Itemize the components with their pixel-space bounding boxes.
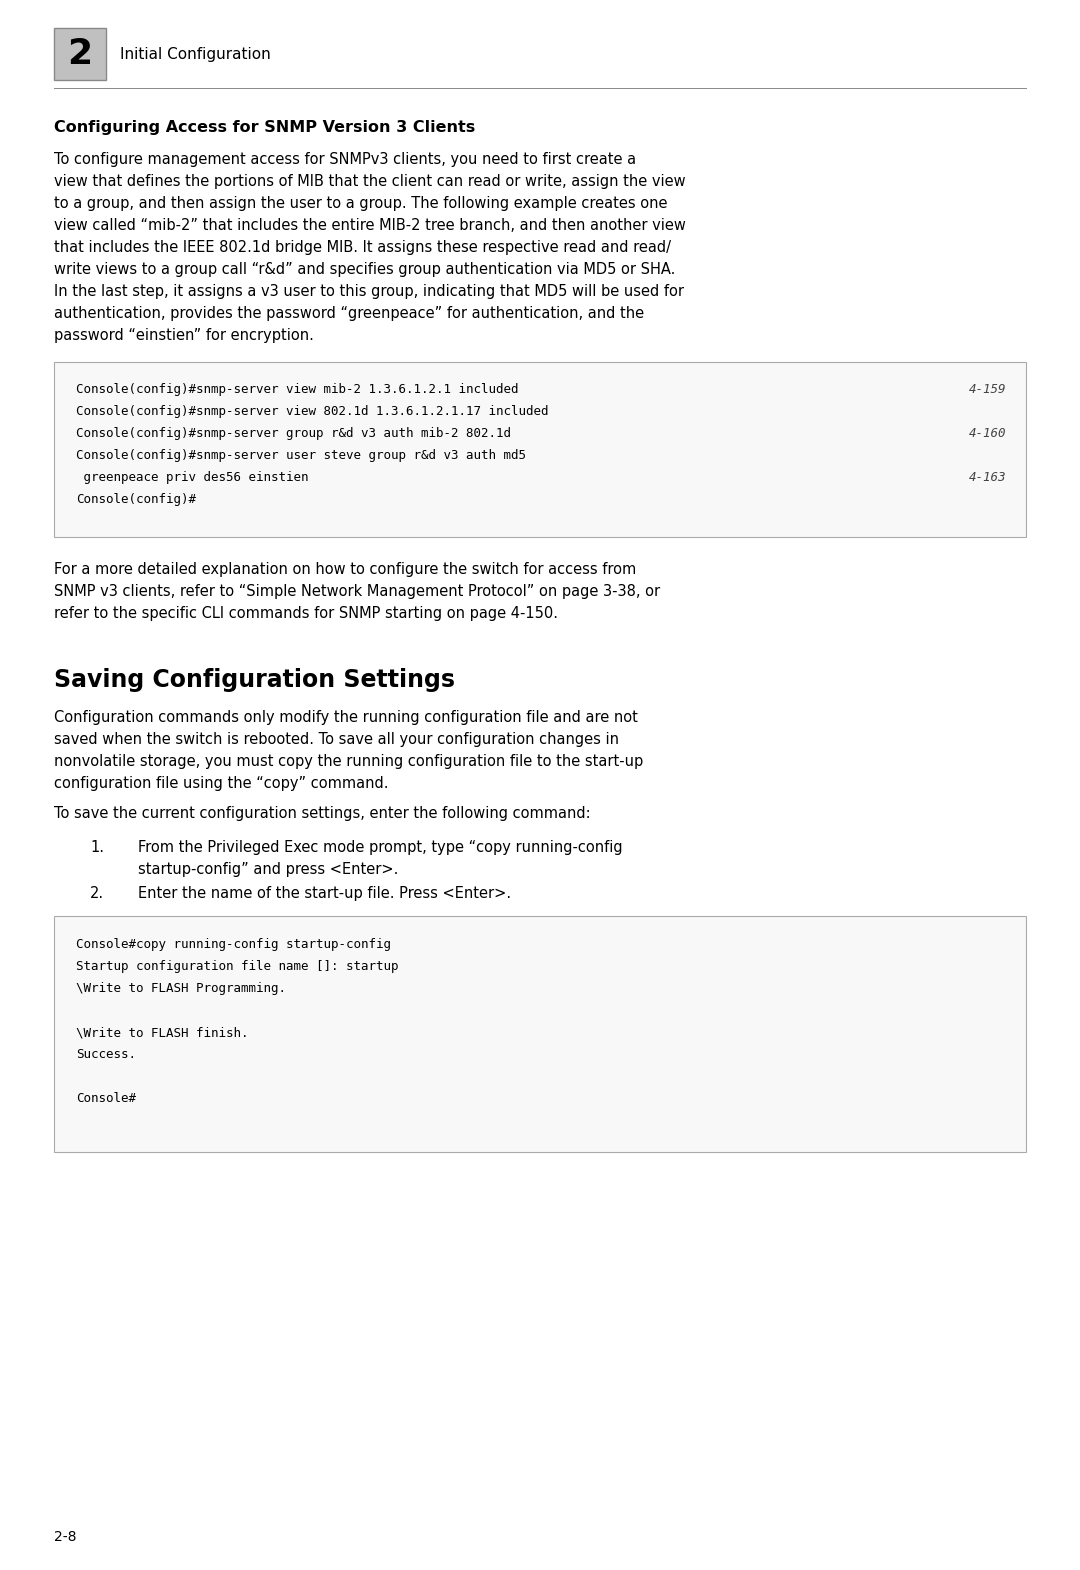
Text: saved when the switch is rebooted. To save all your configuration changes in: saved when the switch is rebooted. To sa… bbox=[54, 732, 619, 747]
Text: Console(config)#snmp-server user steve group r&d v3 auth md5: Console(config)#snmp-server user steve g… bbox=[76, 449, 526, 462]
Text: Success.: Success. bbox=[76, 1049, 136, 1061]
Text: From the Privileged Exec mode prompt, type “copy running-config: From the Privileged Exec mode prompt, ty… bbox=[138, 840, 623, 856]
Text: Console#: Console# bbox=[76, 1093, 136, 1105]
Text: 1.: 1. bbox=[90, 840, 104, 856]
Text: To configure management access for SNMPv3 clients, you need to first create a: To configure management access for SNMPv… bbox=[54, 152, 636, 166]
Text: \Write to FLASH Programming.: \Write to FLASH Programming. bbox=[76, 981, 286, 995]
Text: startup-config” and press <Enter>.: startup-config” and press <Enter>. bbox=[138, 862, 399, 878]
Text: 4-159: 4-159 bbox=[969, 383, 1005, 396]
Bar bbox=[54, 363, 1026, 537]
Text: 2.: 2. bbox=[90, 885, 104, 901]
Text: To save the current configuration settings, enter the following command:: To save the current configuration settin… bbox=[54, 805, 591, 821]
Text: Console#copy running-config startup-config: Console#copy running-config startup-conf… bbox=[76, 937, 391, 951]
Text: Console(config)#snmp-server view mib-2 1.3.6.1.2.1 included: Console(config)#snmp-server view mib-2 1… bbox=[76, 383, 518, 396]
Text: Enter the name of the start-up file. Press <Enter>.: Enter the name of the start-up file. Pre… bbox=[138, 885, 511, 901]
Text: to a group, and then assign the user to a group. The following example creates o: to a group, and then assign the user to … bbox=[54, 196, 667, 210]
Text: write views to a group call “r&d” and specifies group authentication via MD5 or : write views to a group call “r&d” and sp… bbox=[54, 262, 675, 276]
Text: Console(config)#snmp-server view 802.1d 1.3.6.1.2.1.17 included: Console(config)#snmp-server view 802.1d … bbox=[76, 405, 549, 418]
Text: nonvolatile storage, you must copy the running configuration file to the start-u: nonvolatile storage, you must copy the r… bbox=[54, 754, 644, 769]
Text: Console(config)#snmp-server group r&d v3 auth mib-2 802.1d: Console(config)#snmp-server group r&d v3… bbox=[76, 427, 511, 440]
Text: Startup configuration file name []: startup: Startup configuration file name []: star… bbox=[76, 959, 399, 973]
Bar bbox=[54, 915, 1026, 1152]
Text: refer to the specific CLI commands for SNMP starting on page 4-150.: refer to the specific CLI commands for S… bbox=[54, 606, 558, 622]
Text: view called “mib-2” that includes the entire MIB-2 tree branch, and then another: view called “mib-2” that includes the en… bbox=[54, 218, 686, 232]
Text: Initial Configuration: Initial Configuration bbox=[120, 47, 271, 61]
Text: \Write to FLASH finish.: \Write to FLASH finish. bbox=[76, 1027, 248, 1039]
Text: Configuration commands only modify the running configuration file and are not: Configuration commands only modify the r… bbox=[54, 710, 638, 725]
Text: greenpeace priv des56 einstien: greenpeace priv des56 einstien bbox=[76, 471, 309, 484]
Text: that includes the IEEE 802.1d bridge MIB. It assigns these respective read and r: that includes the IEEE 802.1d bridge MIB… bbox=[54, 240, 671, 254]
Text: Console(config)#: Console(config)# bbox=[76, 493, 195, 506]
Text: Saving Configuration Settings: Saving Configuration Settings bbox=[54, 667, 455, 692]
Text: 4-160: 4-160 bbox=[969, 427, 1005, 440]
Text: In the last step, it assigns a v3 user to this group, indicating that MD5 will b: In the last step, it assigns a v3 user t… bbox=[54, 284, 684, 298]
Text: 2-8: 2-8 bbox=[54, 1531, 77, 1543]
Text: password “einstien” for encryption.: password “einstien” for encryption. bbox=[54, 328, 314, 342]
Text: For a more detailed explanation on how to configure the switch for access from: For a more detailed explanation on how t… bbox=[54, 562, 636, 578]
Text: Configuring Access for SNMP Version 3 Clients: Configuring Access for SNMP Version 3 Cl… bbox=[54, 119, 475, 135]
Text: configuration file using the “copy” command.: configuration file using the “copy” comm… bbox=[54, 776, 389, 791]
Text: 2: 2 bbox=[67, 38, 93, 71]
Text: SNMP v3 clients, refer to “Simple Network Management Protocol” on page 3-38, or: SNMP v3 clients, refer to “Simple Networ… bbox=[54, 584, 660, 600]
Text: view that defines the portions of MIB that the client can read or write, assign : view that defines the portions of MIB th… bbox=[54, 174, 686, 188]
Bar bbox=[54, 28, 106, 80]
Text: 4-163: 4-163 bbox=[969, 471, 1005, 484]
Text: authentication, provides the password “greenpeace” for authentication, and the: authentication, provides the password “g… bbox=[54, 306, 644, 320]
